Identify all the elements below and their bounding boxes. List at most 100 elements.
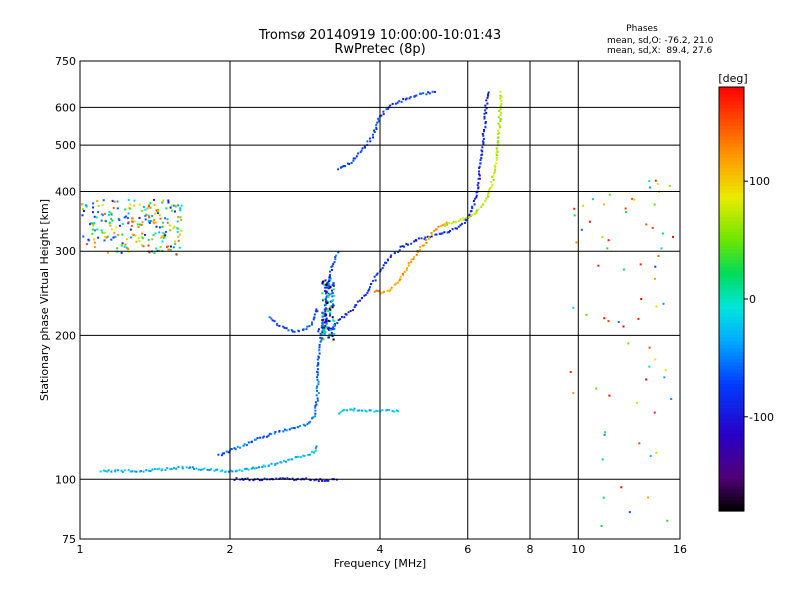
trace-7-point bbox=[498, 126, 501, 129]
cluster-10-point bbox=[120, 244, 123, 247]
cluster-10-point bbox=[118, 224, 121, 227]
cluster-11-point bbox=[645, 378, 648, 381]
colorbar-band bbox=[719, 231, 744, 236]
trace-4-point bbox=[403, 245, 405, 248]
trace-8-point bbox=[339, 411, 342, 414]
cluster-11-point bbox=[670, 398, 673, 400]
trace-0-point bbox=[242, 478, 245, 481]
trace-5-point bbox=[377, 120, 380, 123]
cluster-9-point bbox=[331, 295, 334, 298]
trace-4-point bbox=[327, 326, 330, 329]
cluster-9-point bbox=[328, 294, 331, 297]
cluster-10-point bbox=[163, 235, 166, 238]
colorbar-band bbox=[719, 256, 744, 261]
trace-1-point bbox=[206, 468, 209, 471]
trace-1-point bbox=[229, 469, 232, 472]
cluster-10-point bbox=[164, 234, 167, 237]
trace-6-point bbox=[443, 223, 446, 226]
trace-1-point bbox=[104, 470, 107, 473]
cluster-10-point bbox=[144, 218, 147, 221]
trace-3-point bbox=[314, 310, 317, 313]
trace-0-point bbox=[327, 479, 330, 482]
cluster-10-point bbox=[161, 235, 164, 238]
trace-4-point bbox=[368, 288, 371, 291]
cluster-9-point bbox=[325, 300, 327, 303]
trace-3-point bbox=[308, 325, 311, 328]
trace-2-point bbox=[318, 346, 321, 349]
cluster-11-point bbox=[600, 525, 603, 527]
trace-1-point bbox=[189, 466, 192, 469]
trace-1-point bbox=[142, 470, 145, 473]
trace-5-point bbox=[386, 107, 389, 110]
colorbar-band bbox=[719, 397, 744, 403]
trace-5-point bbox=[382, 113, 385, 116]
cluster-10-point bbox=[132, 220, 134, 223]
trace-8-point bbox=[393, 410, 395, 413]
trace-8-point bbox=[361, 409, 363, 412]
colorbar-band bbox=[719, 274, 744, 279]
colorbar-band bbox=[719, 373, 744, 378]
trace-5-point bbox=[394, 102, 397, 105]
trace-4-point bbox=[478, 174, 481, 177]
cluster-10-point bbox=[140, 223, 143, 226]
cluster-10-point bbox=[153, 252, 156, 254]
cluster-10-point bbox=[166, 218, 169, 221]
cluster-10-point bbox=[128, 207, 131, 210]
cluster-10-point bbox=[124, 243, 127, 246]
trace-7-point bbox=[457, 220, 460, 223]
cluster-10-point bbox=[179, 216, 182, 219]
trace-2-point bbox=[259, 436, 262, 439]
trace-2-point bbox=[284, 428, 286, 431]
trace-0-point bbox=[286, 477, 289, 480]
cluster-9-point bbox=[328, 328, 331, 331]
cluster-11-point bbox=[595, 387, 598, 390]
colorbar-label: [deg] bbox=[718, 72, 747, 85]
trace-2-point bbox=[312, 416, 315, 419]
trace-5-point bbox=[372, 136, 374, 139]
cluster-9-point bbox=[330, 327, 332, 330]
colorbar-band bbox=[719, 493, 744, 498]
trace-2-point bbox=[329, 270, 331, 273]
cluster-9-point bbox=[328, 320, 331, 323]
trace-4-point bbox=[451, 228, 454, 231]
cluster-9-point bbox=[326, 284, 329, 287]
trace-1-point bbox=[250, 467, 253, 470]
cluster-10-point bbox=[100, 229, 103, 232]
cluster-10-point bbox=[170, 204, 173, 207]
cluster-10-point bbox=[141, 244, 144, 247]
cluster-10-point bbox=[141, 237, 144, 240]
trace-3-point bbox=[305, 328, 308, 331]
trace-2-point bbox=[324, 298, 327, 301]
cluster-11-point bbox=[601, 458, 604, 461]
trace-4-point bbox=[345, 313, 348, 316]
cluster-10-point bbox=[101, 214, 104, 217]
cluster-10-point bbox=[93, 222, 96, 225]
trace-8-point bbox=[391, 410, 394, 413]
trace-2-point bbox=[233, 447, 236, 450]
trace-1-point bbox=[106, 470, 109, 473]
trace-7-point bbox=[459, 218, 462, 221]
trace-4-point bbox=[370, 283, 373, 285]
trace-2-point bbox=[325, 303, 328, 306]
cluster-10-point bbox=[81, 203, 83, 206]
trace-6-point bbox=[441, 224, 444, 227]
cluster-11-point bbox=[620, 486, 623, 489]
trace-3-point bbox=[291, 330, 294, 333]
cluster-10-point bbox=[152, 234, 155, 237]
trace-4-point bbox=[475, 196, 478, 199]
trace-3-point bbox=[306, 325, 309, 328]
trace-2-point bbox=[317, 392, 320, 395]
colorbar-band bbox=[719, 295, 744, 300]
colorbar-band bbox=[719, 380, 744, 385]
trace-7-point bbox=[475, 209, 478, 212]
cluster-10-point bbox=[171, 209, 173, 212]
y-axis-label: Stationary phase Virtual Height [km] bbox=[38, 199, 51, 401]
cluster-10-point bbox=[161, 240, 164, 243]
cluster-10-point bbox=[152, 220, 155, 223]
colorbar: [deg] 100 0 -100 bbox=[718, 72, 774, 512]
colorbar-band bbox=[719, 454, 744, 459]
trace-2-point bbox=[328, 284, 331, 287]
cluster-10-point bbox=[141, 221, 144, 224]
colorbar-band bbox=[719, 299, 744, 304]
colorbar-band bbox=[719, 465, 744, 470]
